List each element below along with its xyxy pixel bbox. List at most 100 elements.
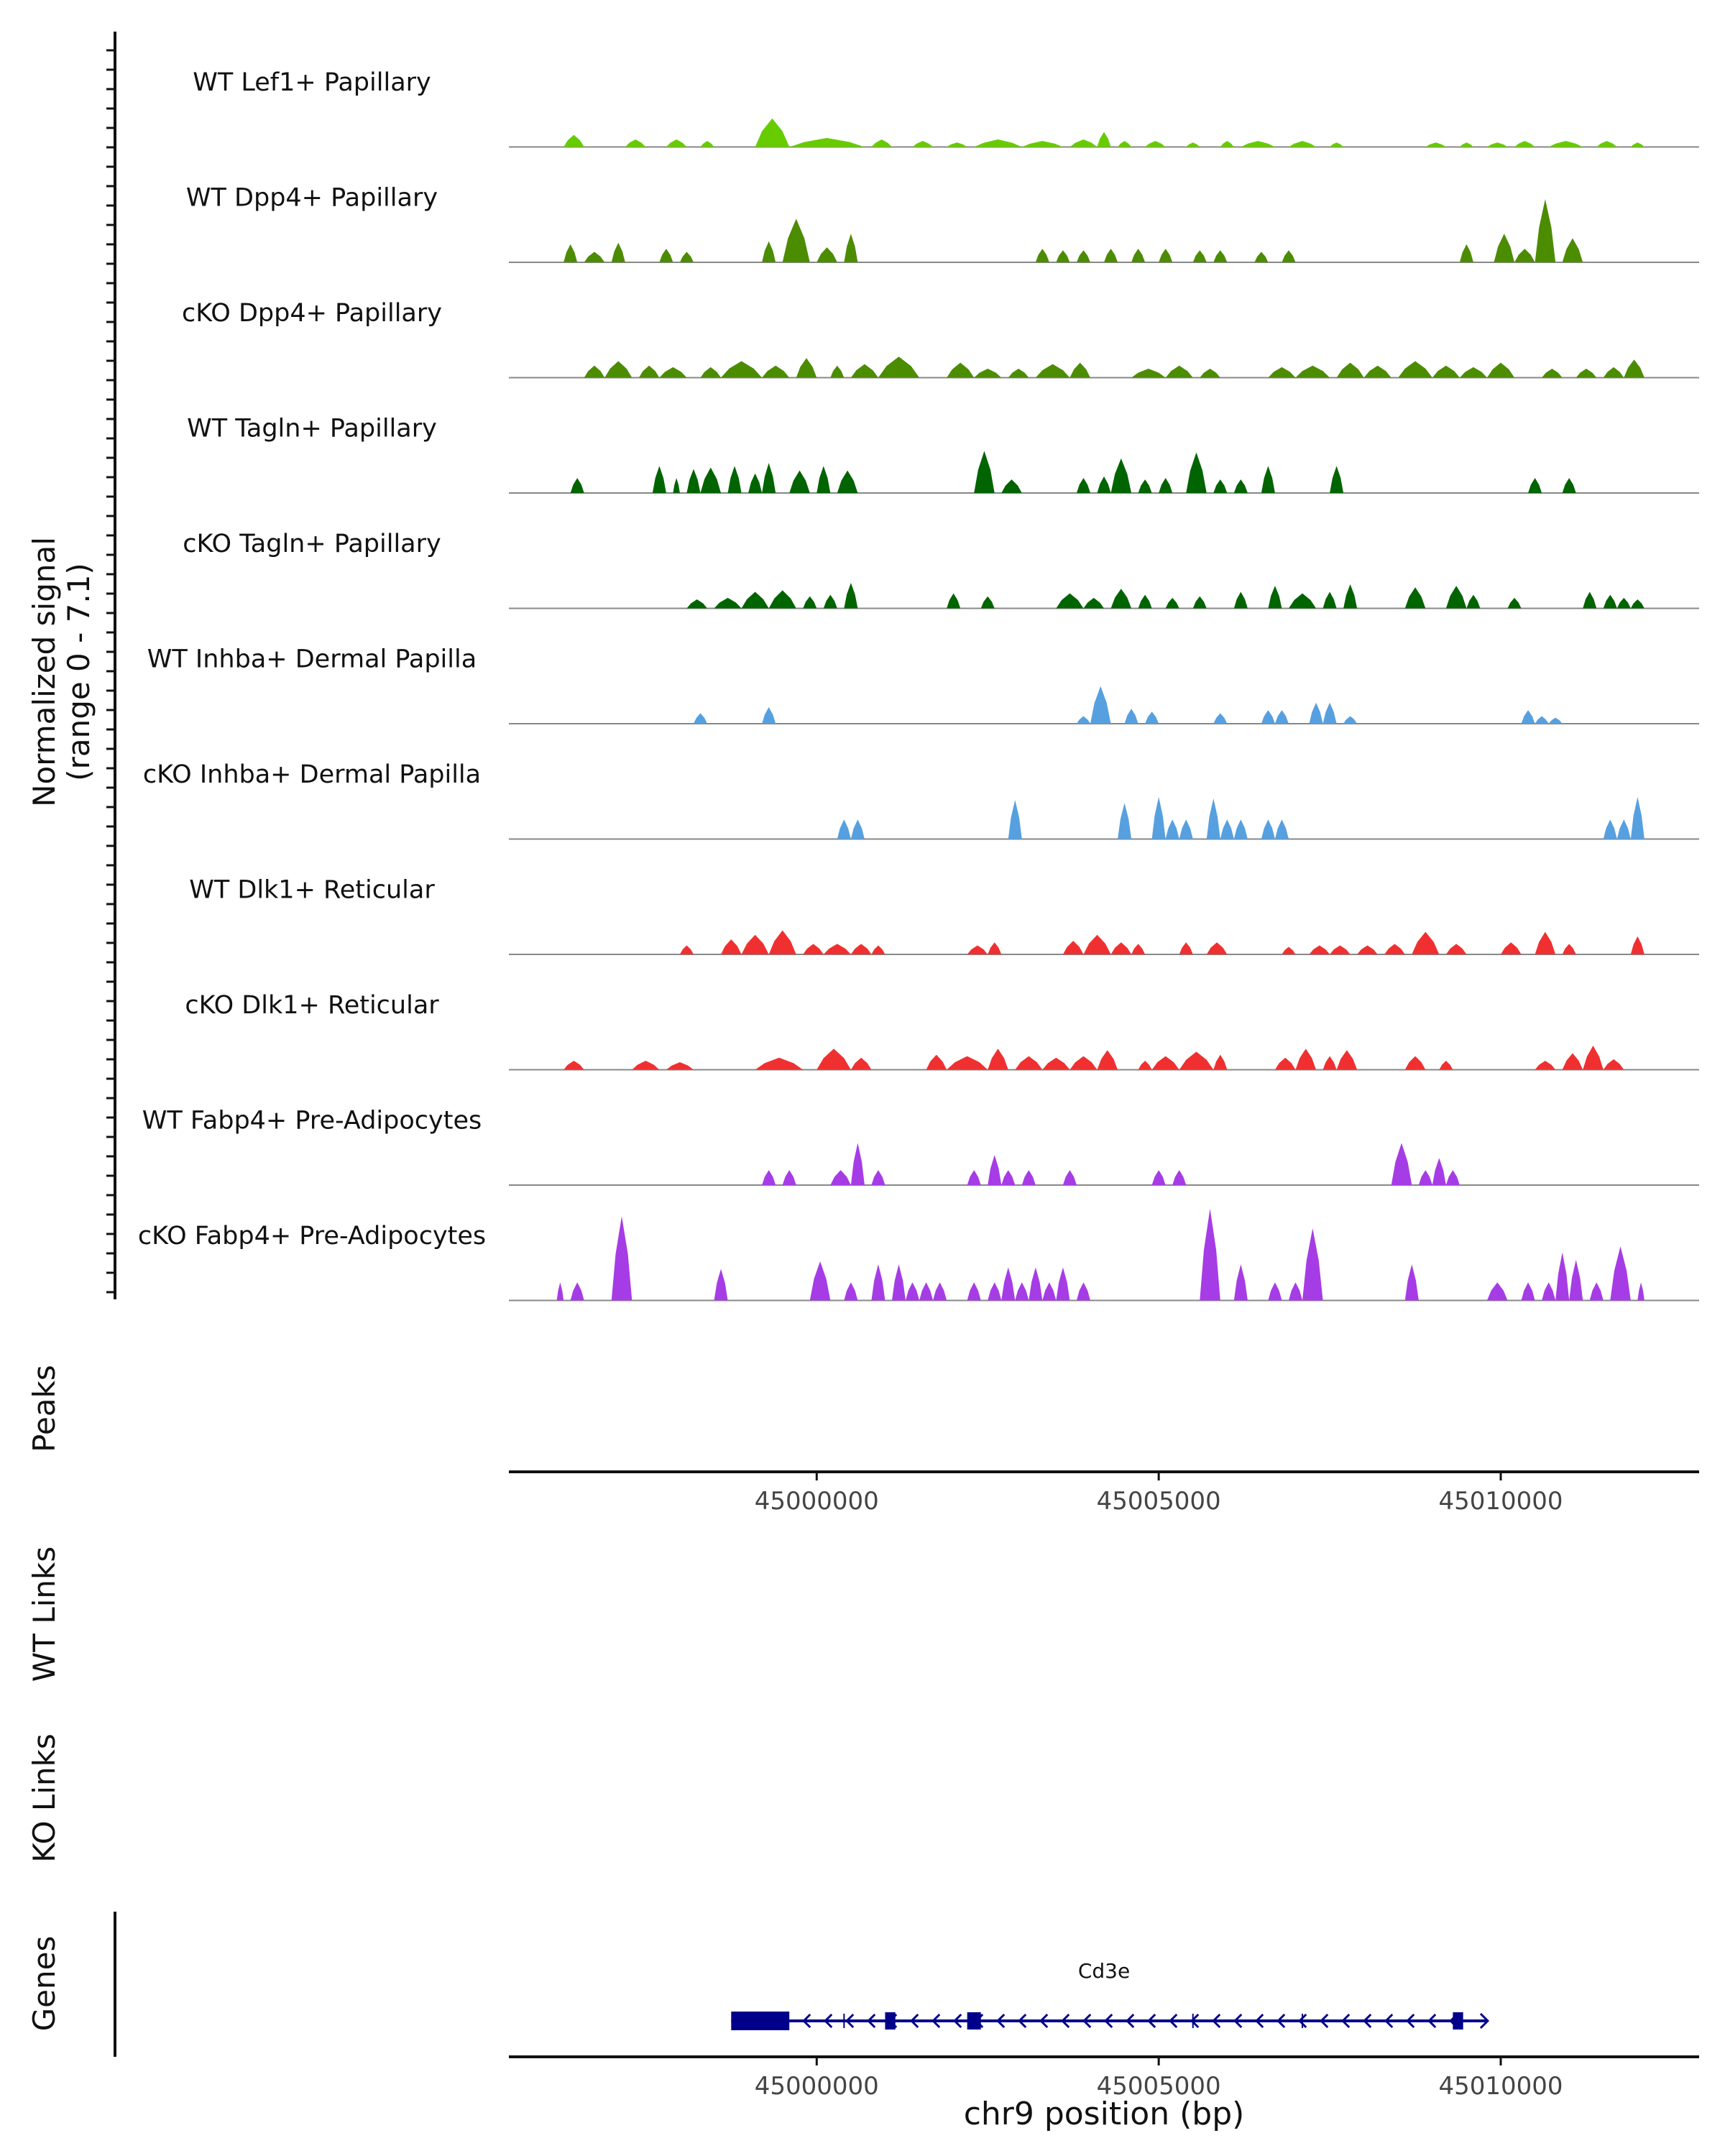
coverage-peak [1583,591,1597,609]
coverage-peak [1220,819,1234,839]
strand-arrow [1190,2013,1200,2029]
track-cko-dpp4-papillary: cKO Dpp4+ Papillary [182,299,1699,379]
coverage-peak [967,945,988,954]
coverage-peak [1186,452,1207,493]
coverage-peak [584,252,605,262]
coverage-peak [1233,591,1248,609]
coverage-peak [721,361,763,378]
coverage-peak [1118,141,1132,147]
coverage-peak [1213,713,1228,724]
strand-arrow [1061,2013,1070,2029]
gene-model [731,2012,1490,2030]
coverage-peak [1309,945,1330,954]
coverage-peak [1528,478,1542,493]
coverage-peak [823,594,837,609]
peaks-x-axis-ticks: 45000000 45005000 45010000 [755,1472,1563,1516]
coverage-peak [947,362,975,378]
coverage-peak [974,451,995,493]
coverage-peak [1029,1267,1043,1301]
coverage-peak [1330,142,1344,147]
track-cko-fabp4-pre-adipocytes: cKO Fabp4+ Pre-Adipocytes [138,1208,1699,1302]
coverage-peak [1535,1060,1556,1070]
coverage-peak [871,945,886,954]
coverage-peak [741,934,769,954]
strand-arrow [1082,2013,1092,2029]
coverage-peak [1261,466,1275,493]
coverage-peak [1445,944,1467,954]
coverage-peak [1001,1267,1016,1301]
coverage-peak [906,1282,920,1301]
coverage-peak [1159,478,1173,493]
coverage-peak [1288,593,1317,609]
coverage-peak [789,137,865,147]
coverage-peak [1282,250,1296,262]
coverage-peak [727,466,742,493]
coverage-peak [1535,931,1556,954]
coverage-peak [980,596,995,609]
track-label: cKO Dlk1+ Reticular [185,991,439,1020]
coverage-peak [837,470,858,493]
coverage-peak [1192,250,1207,262]
coverage-peak [1042,1282,1057,1301]
coverage-peak [803,944,824,954]
coverage-peak [1514,141,1535,147]
coverage-peak [1131,368,1166,378]
coverage-peak [1322,591,1337,609]
coverage-peak [1268,586,1282,609]
coverage-peak [844,1282,858,1301]
coverage-peak [988,1282,1002,1301]
coverage-peak [796,358,817,378]
coverage-peak [1261,819,1275,839]
coverage-peak [1206,942,1228,954]
gene-name-label: Cd3e [1078,1959,1130,1983]
strand-arrow [1320,2013,1329,2029]
coverage-peak [1412,931,1440,954]
coverage-peak [1330,466,1344,493]
coverage-peak [1124,709,1138,724]
coverage-peak [1200,368,1220,378]
coverage-peak [1110,458,1132,493]
coverage-peak [1070,362,1090,378]
coverage-peak [850,1057,872,1070]
track-label: WT Inhba+ Dermal Papilla [147,645,477,674]
coverage-peak [1282,946,1296,954]
coverage-peak [1535,716,1549,724]
coverage-peak [679,945,694,954]
coverage-peak [1206,798,1220,839]
coverage-peak [1603,1059,1624,1070]
coverage-peak [816,247,837,262]
coverage-peak [741,591,769,609]
strand-arrow [1039,2013,1049,2029]
coverage-peak [721,939,742,954]
coverage-peak [1576,368,1597,378]
coverage-peak [1562,478,1576,493]
coverage-peak [768,930,796,954]
strand-arrow [1298,2013,1307,2029]
gene-exon [967,2012,981,2030]
coverage-peak [1035,364,1070,378]
coverage-peak [974,368,1002,378]
coverage-peak [871,1264,886,1301]
coverage-peak [1548,141,1583,147]
coverage-peak [844,234,858,262]
track-wt-lef1-papillary: WT Lef1+ Papillary [193,68,1699,148]
coverage-peak [1110,589,1132,609]
coverage-peak [1165,819,1179,839]
coverage-peak [1220,141,1234,147]
coverage-peak [1233,479,1248,493]
track-cko-tagln-papillary: cKO Tagln+ Papillary [183,530,1699,609]
coverage-peak [1021,141,1063,147]
coverage-peak [1090,686,1111,724]
coverage-peak [1288,1282,1302,1301]
coverage-peak [1494,234,1515,262]
x-tick-label: 45005000 [1097,1487,1221,1516]
coverage-peak [564,134,584,147]
coverage-peak [1336,362,1364,378]
coverage-peak [1363,365,1392,378]
coverage-peak [755,118,790,147]
coverage-peak [1432,365,1460,378]
track-label: cKO Tagln+ Papillary [183,530,441,558]
coverage-peak [1274,819,1289,839]
track-label: cKO Dpp4+ Papillary [182,299,442,328]
